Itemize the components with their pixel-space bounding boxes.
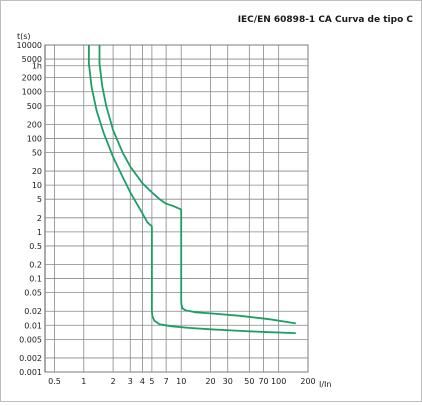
x-tick-label: 30	[223, 377, 233, 386]
y-tick-label: 1	[37, 228, 42, 237]
series-group	[88, 45, 296, 334]
x-tick-label: 4	[140, 377, 145, 386]
y-tick-label: 1h	[32, 62, 42, 71]
curve-line-2	[98, 45, 296, 325]
y-tick-label: 0.01	[24, 321, 42, 330]
y-tick-label: 0.001	[19, 368, 42, 377]
grid	[44, 44, 309, 373]
x-tick-label: 70	[258, 377, 268, 386]
x-tick-label: 10	[176, 377, 186, 386]
x-tick-label: 5	[149, 377, 154, 386]
y-tick-label: 5	[37, 195, 42, 204]
y-tick-label: 500	[27, 102, 42, 111]
plot-area	[44, 44, 309, 373]
y-tick-label: 20	[32, 167, 42, 176]
x-tick-label: 0.5	[48, 377, 61, 386]
y-tick-label: 0.02	[24, 307, 42, 316]
x-tick-label: 50	[244, 377, 254, 386]
y-tick-label: 50	[32, 148, 42, 157]
y-tick-label: 0.2	[29, 261, 42, 270]
y-tick-label: 10000	[17, 41, 42, 50]
x-tick-label: 100	[271, 377, 286, 386]
curve-line-1	[88, 45, 296, 334]
y-tick-label: 10	[32, 181, 42, 190]
y-tick-label: 0.002	[19, 354, 42, 363]
y-tick-label: 1000	[22, 88, 42, 97]
x-tick-label: 1	[81, 377, 86, 386]
y-axis-label: t(s)	[17, 32, 31, 41]
y-tick-label: 200	[27, 120, 42, 129]
y-tick-label: 0.5	[29, 242, 42, 251]
x-tick-label: 20	[205, 377, 215, 386]
y-tick-label: 0.005	[19, 335, 42, 344]
x-axis-label: I/In	[319, 380, 331, 389]
y-tick-label: 100	[27, 134, 42, 143]
y-tick-label: 2	[37, 214, 42, 223]
x-tick-label: 200	[300, 377, 315, 386]
chart-title: IEC/EN 60898-1 CA Curva de tipo C	[238, 15, 414, 25]
y-tick-label: 2000	[22, 74, 42, 83]
y-tick-label: 0.05	[24, 289, 42, 298]
x-tick-label: 7	[164, 377, 169, 386]
y-tick-label: 0.1	[29, 275, 42, 284]
tick-labels: 0.5 1 2 3 4 5 7 10 20 30 50 70 100 2001000050001h2000…	[17, 41, 316, 386]
x-tick-label: 2	[111, 377, 116, 386]
x-tick-label: 3	[128, 377, 133, 386]
y-tick-label: 5000	[22, 55, 42, 64]
